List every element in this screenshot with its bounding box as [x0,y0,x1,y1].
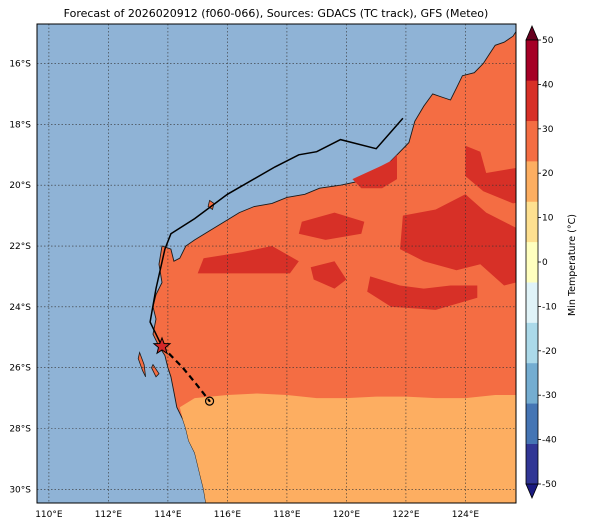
figure-title: Forecast of 2026020912 (f060-066), Sourc… [64,7,489,20]
band-30-40-patch [400,194,516,286]
colorbar-tick-label: -30 [542,391,557,401]
longitude-tick-label: 124°E [452,510,480,520]
colorbar-tick-label: -20 [542,347,557,357]
colorbar-tick-label: -10 [542,302,557,312]
current-position-star [152,336,172,355]
past-track-line [149,117,404,347]
forecast-track-line [161,345,211,402]
longitude-tick-label: 112°E [95,510,123,520]
colorbar-tick-label: 50 [542,36,554,46]
latitude-tick-label: 20°S [9,181,31,191]
latitude-axis: 16°S 18°S 20°S 22°S 24°S 26°S 28°S 30°S [9,60,31,496]
land-temperature-field [137,30,516,503]
band-30-40-patch [352,154,397,189]
band-30-40-patch [197,246,299,274]
colorbar-tick-label: 30 [542,125,554,135]
colorbar-segment [526,161,538,202]
longitude-tick-label: 110°E [35,510,63,520]
cyclone-track [149,117,404,406]
longitude-tick-label: 120°E [333,510,361,520]
longitude-tick-label: 116°E [214,510,242,520]
band-30-40-patch [310,261,347,289]
longitude-tick-label: 114°E [154,510,182,520]
band-10-20 [179,393,516,503]
map-gridlines [37,24,516,503]
colorbar-tick-label: -40 [542,436,557,446]
colorbar-segment [526,443,538,485]
band-30-40-patch [298,212,365,240]
colorbar-segment [526,40,538,81]
colorbar-extend-min [525,483,539,500]
colorbar-tick-label: -50 [542,480,557,490]
band-30-40-patch [465,145,516,204]
longitude-tick-label: 118°E [273,510,301,520]
latitude-tick-label: 24°S [9,303,31,313]
latitude-tick-label: 18°S [9,120,31,130]
colorbar-tick-label: 0 [542,258,548,268]
latitude-tick-label: 22°S [9,242,31,252]
colorbar-segment [526,403,538,444]
colorbar-segment [526,241,538,283]
map-plot-area [37,24,516,503]
latitude-tick-label: 26°S [9,364,31,374]
colorbar-tick-label: 40 [542,80,554,90]
island [137,351,146,377]
longitude-axis: 110°E 112°E 114°E 116°E 118°E 120°E 122°E 124°E [35,510,479,520]
colorbar-segment [526,322,538,364]
forecast-position-dot [208,400,211,403]
colorbar-label: Min Temperature (°C) [567,214,578,316]
longitude-tick-label: 122°E [392,510,420,520]
band-30-40-patch [367,276,478,310]
colorbar-segment [526,282,538,323]
colorbar-extend-max [525,24,539,41]
colorbar-segment [526,362,538,404]
colorbar-segment [526,80,538,122]
latitude-tick-label: 28°S [9,424,31,434]
colorbar-tick-label: 20 [542,169,554,179]
temperature-colorbar: -50 -40 -30 -20 -10 0 10 20 30 40 50 [525,24,557,500]
latitude-tick-label: 30°S [9,485,31,495]
colorbar-tick-label: 10 [542,214,554,224]
map-frame [36,23,517,504]
colorbar-segment [526,120,538,162]
latitude-tick-label: 16°S [9,60,31,70]
forecast-position-marker [204,396,215,406]
colorbar-segment [526,201,538,243]
